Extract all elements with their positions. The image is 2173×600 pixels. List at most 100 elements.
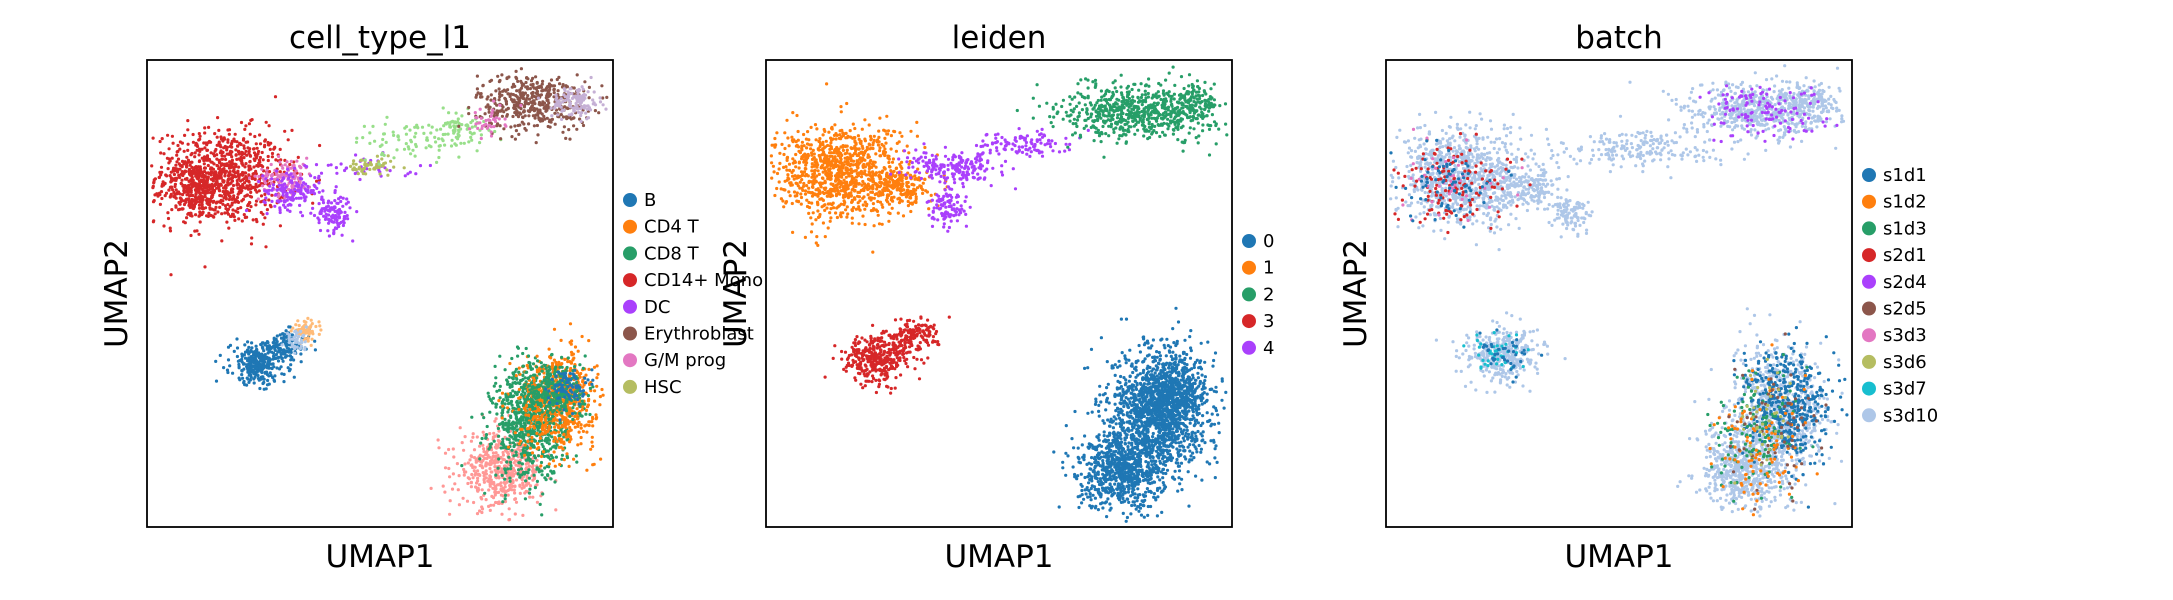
cell-point bbox=[223, 145, 227, 149]
cell-point bbox=[581, 123, 586, 128]
cell-point bbox=[414, 142, 418, 147]
cell-point bbox=[506, 402, 511, 406]
cell-point bbox=[289, 189, 293, 193]
cell-point bbox=[536, 113, 540, 117]
cell-point bbox=[260, 150, 264, 155]
cell-point bbox=[285, 160, 289, 164]
cell-point bbox=[474, 122, 478, 126]
cell-point bbox=[481, 471, 485, 475]
cell-point bbox=[590, 435, 594, 439]
cell-point bbox=[215, 143, 219, 147]
cell-point bbox=[341, 196, 345, 200]
cell-point bbox=[305, 329, 309, 333]
cell-point bbox=[255, 154, 259, 158]
cell-point bbox=[303, 199, 307, 203]
cell-point bbox=[506, 467, 510, 471]
cell-point bbox=[245, 215, 249, 219]
cell-point bbox=[424, 146, 428, 150]
cell-point bbox=[333, 209, 337, 213]
cell-point bbox=[292, 358, 296, 362]
cell-point bbox=[256, 376, 261, 381]
cell-point bbox=[566, 90, 570, 94]
cell-point bbox=[274, 158, 278, 162]
cell-point bbox=[553, 367, 557, 371]
cell-point bbox=[508, 441, 512, 445]
cell-point bbox=[513, 497, 518, 501]
cell-point bbox=[513, 484, 517, 488]
cell-point bbox=[191, 140, 195, 144]
cell-point bbox=[482, 449, 486, 454]
cell-point bbox=[536, 442, 540, 446]
cell-point bbox=[570, 353, 574, 357]
cell-point bbox=[467, 477, 472, 481]
cell-point bbox=[498, 124, 502, 128]
cell-point bbox=[554, 93, 558, 97]
cell-point bbox=[227, 226, 231, 230]
cell-point bbox=[551, 363, 555, 367]
cell-point bbox=[229, 181, 233, 185]
cell-point bbox=[211, 200, 215, 204]
cell-point bbox=[197, 206, 202, 210]
cell-point bbox=[318, 324, 322, 328]
cell-point bbox=[553, 464, 557, 468]
cell-point bbox=[523, 103, 527, 108]
cell-point bbox=[493, 445, 497, 449]
cell-point bbox=[549, 477, 553, 481]
cell-point bbox=[289, 329, 293, 333]
cell-point bbox=[255, 190, 259, 194]
cell-point bbox=[480, 126, 484, 131]
cell-point bbox=[497, 98, 501, 102]
cell-point bbox=[562, 125, 567, 129]
cell-point bbox=[544, 423, 548, 427]
cell-point bbox=[273, 374, 277, 378]
cell-point bbox=[299, 360, 303, 364]
cell-point bbox=[478, 107, 482, 111]
cell-point bbox=[168, 229, 173, 233]
cell-point bbox=[489, 462, 493, 466]
cell-point bbox=[514, 450, 518, 454]
cell-point bbox=[549, 431, 554, 435]
cell-point bbox=[172, 190, 176, 194]
cell-point bbox=[168, 226, 172, 230]
cell-point bbox=[489, 442, 494, 446]
cell-point bbox=[281, 191, 285, 195]
cell-point bbox=[514, 381, 518, 385]
cell-point bbox=[252, 165, 256, 169]
cell-point bbox=[527, 110, 532, 114]
cell-point bbox=[333, 199, 337, 203]
cell-point bbox=[385, 115, 389, 119]
cell-point bbox=[593, 389, 597, 393]
cell-point bbox=[535, 431, 539, 435]
cell-point bbox=[241, 185, 245, 189]
cell-point bbox=[330, 215, 334, 219]
cell-point bbox=[494, 451, 498, 455]
cell-point bbox=[599, 457, 603, 461]
cell-point bbox=[572, 94, 576, 98]
cell-point bbox=[485, 97, 489, 101]
cell-point bbox=[264, 245, 268, 249]
cell-point bbox=[240, 219, 244, 223]
cell-point bbox=[300, 183, 304, 187]
cell-point bbox=[236, 359, 240, 363]
cell-point bbox=[303, 164, 307, 168]
cell-point bbox=[219, 137, 224, 141]
cell-point bbox=[253, 349, 257, 353]
cell-point bbox=[190, 183, 194, 187]
cell-point bbox=[392, 165, 396, 169]
cell-point bbox=[203, 265, 207, 269]
cell-point bbox=[557, 434, 561, 438]
cell-point bbox=[211, 152, 216, 156]
cell-point bbox=[578, 363, 582, 367]
cell-point bbox=[479, 92, 483, 96]
cell-point bbox=[299, 166, 303, 170]
cell-point bbox=[443, 466, 448, 470]
cell-point bbox=[487, 110, 491, 114]
cell-point bbox=[244, 208, 249, 213]
cell-point bbox=[314, 163, 319, 167]
cell-point bbox=[547, 462, 551, 466]
cell-point bbox=[448, 499, 452, 503]
cell-point bbox=[429, 131, 433, 135]
cell-point bbox=[484, 463, 488, 467]
cell-point bbox=[571, 406, 575, 410]
cell-point bbox=[495, 460, 499, 464]
